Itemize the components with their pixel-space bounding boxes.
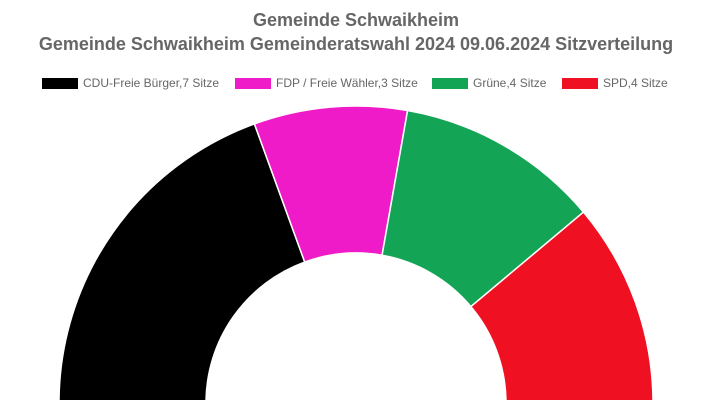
legend-label-spd: SPD,4 Sitze bbox=[603, 76, 668, 90]
slice-cdu[interactable] bbox=[58, 122, 306, 400]
legend-label-gruene: Grüne,4 Sitze bbox=[473, 76, 547, 90]
legend-item-spd[interactable]: SPD,4 Sitze bbox=[562, 75, 668, 91]
legend-swatch-fdp bbox=[235, 77, 271, 89]
legend-label-cdu: CDU-Freie Bürger,7 Sitze bbox=[83, 76, 220, 90]
legend-swatch-gruene bbox=[432, 77, 468, 89]
legend-item-fdp[interactable]: FDP / Freie Wähler,3 Sitze bbox=[235, 75, 418, 91]
chart-header: Gemeinde Schwaikheim Gemeinde Schwaikhei… bbox=[0, 8, 712, 56]
legend-item-gruene[interactable]: Grüne,4 Sitze bbox=[432, 75, 546, 91]
legend-swatch-spd bbox=[562, 77, 598, 89]
chart-legend: CDU-Freie Bürger,7 Sitze FDP / Freie Wäh… bbox=[0, 75, 712, 91]
chart-title: Gemeinde Schwaikheim bbox=[252, 10, 460, 30]
slice-spd[interactable] bbox=[469, 211, 654, 400]
legend-label-fdp: FDP / Freie Wähler,3 Sitze bbox=[276, 76, 418, 90]
legend-item-cdu[interactable]: CDU-Freie Bürger,7 Sitze bbox=[42, 75, 219, 91]
chart-subtitle: Gemeinde Schwaikheim Gemeinderatswahl 20… bbox=[38, 34, 674, 54]
legend-swatch-cdu bbox=[42, 77, 78, 89]
